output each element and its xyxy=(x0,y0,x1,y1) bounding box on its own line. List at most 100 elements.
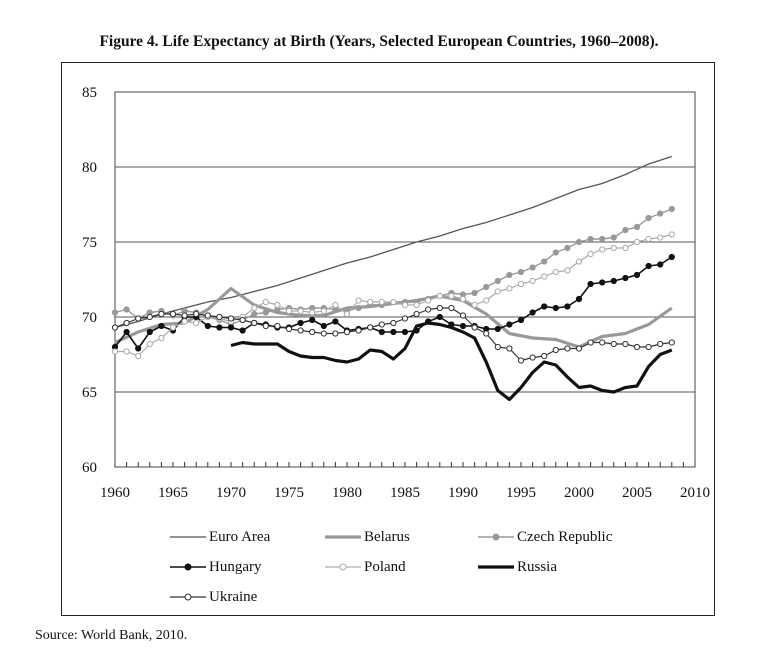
y-tick-label: 75 xyxy=(82,235,97,251)
data-point-hungary xyxy=(506,321,513,328)
data-point-poland xyxy=(436,292,443,300)
data-point-poland xyxy=(506,285,513,292)
data-point-ukraine xyxy=(668,339,675,346)
data-point-czech-republic xyxy=(251,310,258,318)
y-tick-label: 80 xyxy=(82,160,97,176)
y-tick-label: 60 xyxy=(82,460,97,476)
data-point-hungary xyxy=(227,324,235,331)
data-point-poland xyxy=(448,292,455,300)
data-point-hungary xyxy=(564,303,571,310)
data-point-ukraine xyxy=(459,312,467,319)
data-point-poland xyxy=(135,352,142,360)
data-point-czech-republic xyxy=(645,214,652,222)
data-point-hungary xyxy=(622,274,629,282)
legend-item-belarus: Belarus xyxy=(325,528,410,546)
legend-swatch-euro-area xyxy=(170,536,206,538)
legend-label: Ukraine xyxy=(209,588,258,605)
data-point-ukraine xyxy=(355,327,362,334)
data-point-hungary xyxy=(552,304,559,312)
data-point-czech-republic xyxy=(355,304,362,312)
data-point-ukraine xyxy=(413,310,420,318)
data-point-poland xyxy=(541,273,548,280)
data-point-hungary xyxy=(239,327,246,334)
data-point-hungary xyxy=(401,328,409,336)
data-point-ukraine xyxy=(529,354,536,361)
data-point-ukraine xyxy=(123,319,130,327)
data-point-czech-republic xyxy=(541,258,548,265)
x-tick-label: 1995 xyxy=(506,485,536,501)
data-point-ukraine xyxy=(343,328,351,336)
data-point-ukraine xyxy=(483,330,490,337)
data-point-hungary xyxy=(309,316,316,324)
data-point-ukraine xyxy=(471,324,478,331)
data-point-hungary xyxy=(541,303,548,310)
data-point-hungary xyxy=(436,313,443,321)
data-point-poland xyxy=(390,298,397,306)
data-point-hungary xyxy=(216,324,223,331)
data-point-czech-republic xyxy=(564,244,571,252)
legend-item-euro-area: Euro Area xyxy=(170,528,270,546)
data-point-hungary xyxy=(332,318,339,325)
data-point-ukraine xyxy=(587,339,594,346)
x-tick-label: 1975 xyxy=(274,485,304,501)
data-point-ukraine xyxy=(332,330,339,337)
data-point-ukraine xyxy=(425,306,432,313)
data-point-czech-republic xyxy=(575,238,583,246)
data-point-poland xyxy=(459,295,467,303)
data-point-hungary xyxy=(610,277,617,285)
data-point-ukraine xyxy=(575,345,583,352)
data-point-hungary xyxy=(657,261,664,268)
data-point-hungary xyxy=(529,309,536,316)
data-point-ukraine xyxy=(204,312,211,319)
legend-label: Hungary xyxy=(209,558,262,575)
x-tick-label: 1990 xyxy=(448,485,478,501)
data-point-hungary xyxy=(599,279,606,286)
data-point-poland xyxy=(193,319,200,327)
data-point-ukraine xyxy=(111,324,119,331)
data-point-poland xyxy=(471,301,478,309)
legend-label: Russia xyxy=(517,558,558,575)
data-point-hungary xyxy=(633,271,641,279)
data-point-ukraine xyxy=(169,310,177,318)
legend-swatch-hungary xyxy=(170,563,206,571)
legend-label: Euro Area xyxy=(209,528,271,545)
data-point-ukraine xyxy=(622,340,629,348)
x-tick-label: 2010 xyxy=(680,485,710,501)
x-tick-label: 1985 xyxy=(390,485,420,501)
data-point-czech-republic xyxy=(622,226,629,234)
data-point-ukraine xyxy=(274,322,281,330)
data-point-poland xyxy=(181,318,188,325)
data-point-ukraine xyxy=(216,313,223,321)
data-point-hungary xyxy=(517,316,525,324)
data-point-ukraine xyxy=(227,315,235,322)
data-point-hungary xyxy=(390,328,397,336)
data-point-poland xyxy=(633,238,641,246)
data-point-hungary xyxy=(320,322,327,330)
data-point-poland xyxy=(517,280,525,288)
data-point-hungary xyxy=(494,325,501,333)
data-point-ukraine xyxy=(320,330,327,337)
data-point-poland xyxy=(587,250,594,258)
x-tick-label: 2000 xyxy=(564,485,594,501)
data-point-poland xyxy=(285,307,293,315)
data-point-ukraine xyxy=(367,324,374,331)
data-point-poland xyxy=(309,309,316,316)
data-point-czech-republic xyxy=(610,234,617,241)
data-point-czech-republic xyxy=(587,235,594,243)
data-point-hungary xyxy=(146,328,153,336)
x-tick-label: 2005 xyxy=(622,485,652,501)
data-point-poland xyxy=(645,235,652,243)
data-point-ukraine xyxy=(378,321,385,328)
data-point-ukraine xyxy=(390,319,397,327)
data-point-poland xyxy=(320,307,327,315)
legend-swatch-czech-republic xyxy=(478,533,514,541)
data-point-ukraine xyxy=(645,343,652,351)
data-point-ukraine xyxy=(158,310,165,318)
x-tick-label: 1960 xyxy=(100,485,130,501)
data-point-czech-republic xyxy=(529,264,536,271)
series-line-czech-republic xyxy=(114,208,673,326)
chart-frame xyxy=(61,62,715,616)
data-point-hungary xyxy=(297,319,304,327)
data-point-hungary xyxy=(123,328,130,336)
data-point-ukraine xyxy=(599,339,606,346)
